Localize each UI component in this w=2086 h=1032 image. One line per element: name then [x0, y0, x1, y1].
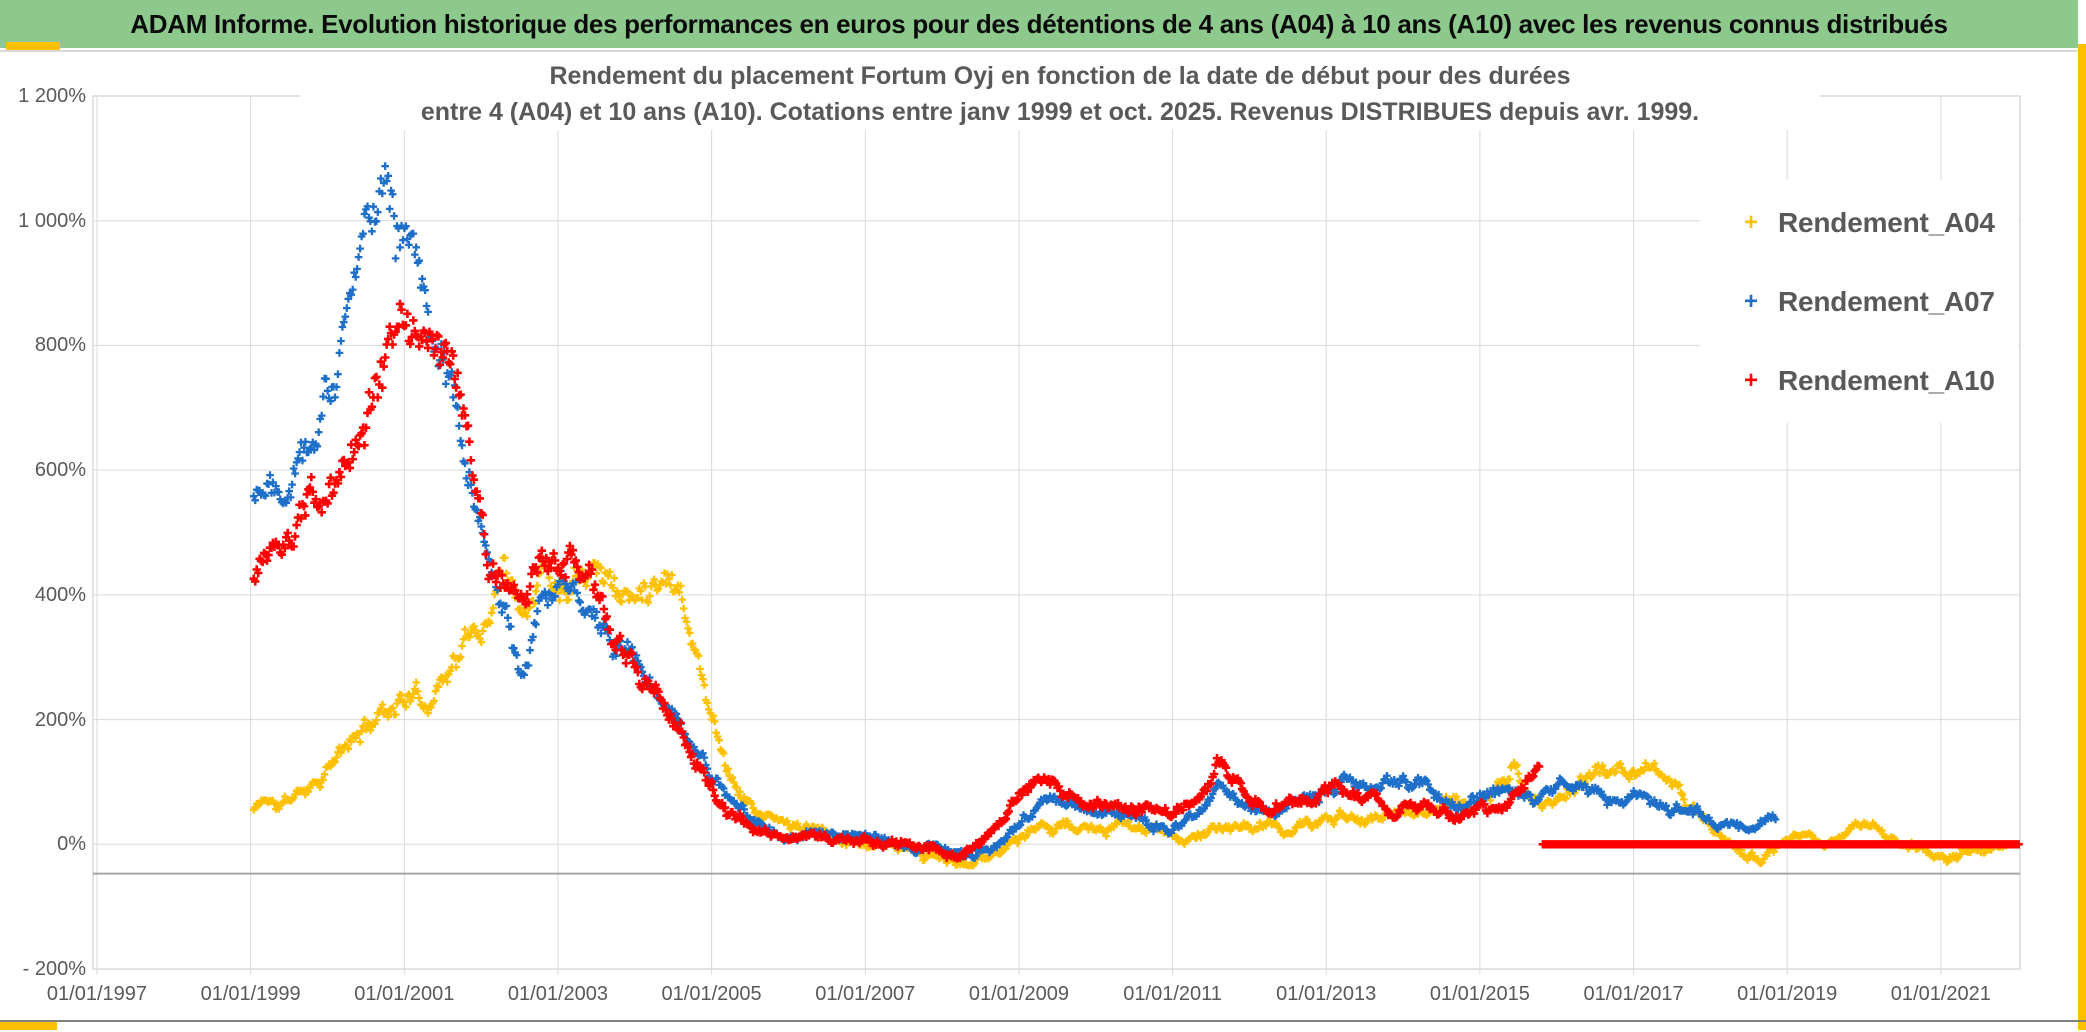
x-tick-label: 01/01/2011 — [1123, 983, 1222, 1005]
legend-label: Rendement_A04 — [1778, 206, 1995, 238]
plus-marker-icon: + — [1744, 208, 1759, 236]
legend: + Rendement_A04 + Rendement_A07 + Rendement_A… — [1700, 180, 2018, 423]
x-tick-label: 01/01/2015 — [1429, 983, 1530, 1005]
x-tick-label: 01/01/2001 — [354, 983, 455, 1005]
y-tick-label: - 200% — [22, 958, 86, 980]
x-tick-label: 01/01/2005 — [661, 983, 762, 1005]
report-header: ADAM Informe. Evolution historique des p… — [0, 0, 2078, 48]
x-tick-label: 01/01/2003 — [507, 983, 608, 1005]
x-tick-label: 01/01/2007 — [815, 983, 916, 1005]
x-tick-label: 01/01/2017 — [1583, 983, 1684, 1005]
x-tick-label: 01/01/2021 — [1890, 983, 1991, 1005]
y-tick-label: 600% — [34, 459, 86, 482]
legend-item-Rendement_A10[interactable]: + Rendement_A10 — [1700, 341, 2018, 420]
x-tick-label: 01/01/1997 — [46, 983, 148, 1005]
y-tick-label: 800% — [34, 334, 86, 357]
bottom-divider — [0, 1020, 2086, 1022]
x-tick-label: 01/01/2019 — [1737, 983, 1838, 1005]
y-tick-label: 1 000% — [18, 209, 86, 232]
y-tick-label: 200% — [34, 708, 86, 731]
series-Rendement_A10 — [249, 299, 2023, 863]
chart-area[interactable]: Rendement du placement Fortum Oyj en fon… — [0, 52, 2078, 1020]
y-tick-label: 1 200% — [18, 85, 86, 107]
legend-label: Rendement_A10 — [1778, 364, 1995, 396]
chart-title: Rendement du placement Fortum Oyj en fon… — [300, 58, 1820, 130]
report-title: ADAM Informe. Evolution historique des p… — [130, 8, 1948, 39]
legend-item-Rendement_A07[interactable]: + Rendement_A07 — [1700, 262, 2018, 341]
gold-accent-bottom — [0, 1022, 57, 1030]
x-tick-label: 01/01/1999 — [200, 983, 301, 1005]
legend-item-Rendement_A04[interactable]: + Rendement_A04 — [1700, 183, 2018, 262]
y-tick-label: 400% — [34, 583, 86, 606]
scatter-plot — [92, 95, 2023, 975]
gold-accent-strip-right — [2078, 44, 2086, 1030]
plus-marker-icon: + — [1744, 366, 1759, 394]
header-divider — [0, 50, 2086, 52]
legend-label: Rendement_A07 — [1778, 285, 1995, 317]
series-Rendement_A04 — [249, 553, 2010, 870]
chart-title-line2: entre 4 (A04) et 10 ans (A10). Cotations… — [420, 98, 1700, 126]
plus-marker-icon: + — [1744, 287, 1759, 315]
x-tick-label: 01/01/2009 — [968, 983, 1069, 1005]
y-tick-label: 0% — [57, 833, 86, 856]
chart-title-line1: Rendement du placement Fortum Oyj en fon… — [549, 62, 1571, 90]
x-tick-label: 01/01/2013 — [1276, 983, 1377, 1005]
gold-accent-tab — [6, 42, 60, 50]
gridlines — [93, 95, 2020, 975]
